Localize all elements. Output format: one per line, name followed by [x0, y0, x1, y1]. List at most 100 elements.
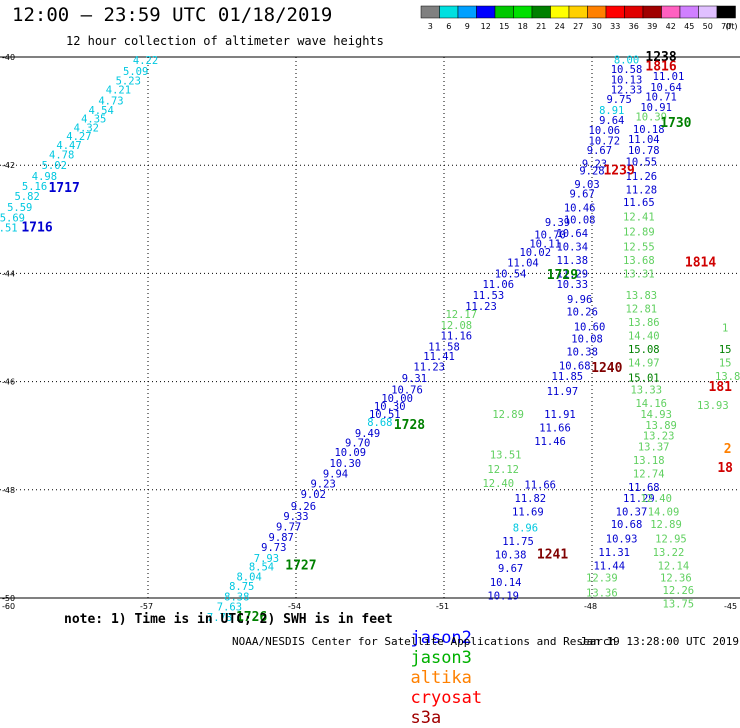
wave-height-label: 13.93 [697, 400, 729, 412]
wave-height-label: 9.64 [599, 115, 624, 127]
wave-height-label: 13.51 [490, 450, 522, 462]
wave-height-label: 10.78 [628, 145, 660, 157]
time-label: 1726 [236, 610, 267, 625]
wave-height-label: 10.54 [495, 268, 527, 280]
wave-height-label: 10.18 [633, 124, 665, 136]
lat-tick-label: -40 [2, 53, 15, 62]
wave-height-label: 13.89 [645, 420, 677, 432]
legend-tick-label: 12 [481, 22, 491, 31]
time-label: 1717 [48, 181, 79, 196]
time-label: 18 [717, 461, 733, 476]
wave-height-label: 9.31 [402, 373, 427, 385]
wave-height-label: 13.37 [638, 442, 670, 454]
satellite-altika: altika [410, 668, 472, 688]
legend-tick-label: 30 [592, 22, 602, 31]
wave-height-label: 10.30 [330, 458, 362, 470]
lat-lon-grid [0, 57, 740, 598]
legend-tick-label: 21 [536, 22, 546, 31]
legend-tick-label: 6 [446, 22, 451, 31]
lat-tick-label: -42 [2, 161, 15, 170]
wave-height-label: 7.78 [207, 612, 232, 624]
wave-height-label: 11.44 [593, 561, 625, 573]
page-subtitle: 12 hour collection of altimeter wave hei… [66, 34, 384, 48]
wave-height-label: 10.37 [616, 506, 648, 518]
wave-height-label: 10.08 [571, 333, 603, 345]
wave-height-label: 5.82 [14, 191, 39, 203]
wave-height-label: 14.16 [635, 398, 667, 410]
wave-height-label: 12.33 [611, 84, 643, 96]
lat-tick-label: -48 [2, 486, 15, 495]
legend-swatch [716, 5, 736, 19]
wave-height-label: 15 [719, 358, 732, 370]
wave-height-label: 12.55 [623, 241, 655, 253]
time-label: 1814 [685, 256, 716, 271]
wave-height-label: 12.36 [660, 572, 692, 584]
wave-height-label: 15 [719, 344, 732, 356]
wave-height-label: 8.91 [599, 105, 624, 117]
wave-height-label: 13.31 [623, 268, 655, 280]
wave-height-label: 10.34 [556, 241, 588, 253]
wave-height-label: 10.14 [490, 577, 522, 589]
time-label: 1238 [645, 50, 676, 65]
wave-height-label: 13.75 [663, 598, 695, 610]
wave-height-label: 14.40 [628, 331, 660, 343]
wave-height-label: 10.68 [559, 360, 591, 372]
legend-swatch [476, 5, 496, 19]
wave-height-label: 9.33 [283, 511, 308, 523]
time-label: 1729 [547, 268, 578, 283]
lon-tick-label: -54 [288, 602, 301, 611]
wave-height-label: 12.89 [623, 227, 655, 239]
legend-unit-label: (ft) [725, 22, 737, 31]
wave-height-label: 4.35 [81, 114, 106, 126]
satellite-s3a: s3a [410, 708, 442, 728]
wave-height-label: 11.06 [482, 279, 514, 291]
wave-height-label: 1 [722, 323, 728, 335]
wave-height-label: 10.38 [495, 550, 527, 562]
wave-height-label: 12.89 [492, 409, 524, 421]
wave-height-label: 9.96 [567, 294, 592, 306]
wave-height-label: 9.49 [355, 428, 380, 440]
wave-height-label: 11.97 [547, 386, 579, 398]
footer-note: note: 1) Time is in UTC; 2) SWH is in fe… [64, 612, 393, 627]
wave-height-label: 11.31 [598, 547, 630, 559]
legend-tick-label: 50 [703, 22, 713, 31]
wave-height-label: 11.75 [502, 536, 534, 548]
wave-height-label: 13.22 [653, 547, 685, 559]
wave-height-label: 9.77 [276, 522, 301, 534]
wave-height-label: 5.09 [123, 66, 148, 78]
legend-swatch [642, 5, 662, 19]
legend-swatch [457, 5, 477, 19]
wave-height-label: 12.39 [586, 572, 618, 584]
wave-height-label: 10.13 [611, 75, 643, 87]
wave-height-label: 9.87 [269, 532, 294, 544]
wave-height-label: 10.64 [556, 228, 588, 240]
wave-height-label: 8.04 [236, 571, 261, 583]
wave-height-label: 10.60 [574, 321, 606, 333]
wave-height-label: 11.23 [413, 361, 445, 373]
wave-height-map: 3 6 9 12 15 18 21 24 27 30 33 36 39 42 45 50 70(ft) -40-… [0, 5, 740, 625]
wave-height-label: 11.29 [623, 493, 655, 505]
legend-swatch [531, 5, 551, 19]
wave-height-label: 11.26 [626, 171, 658, 183]
wave-height-label: 13.18 [633, 455, 665, 467]
lat-tick-label: -50 [2, 594, 15, 603]
wave-height-label: 4.47 [56, 140, 81, 152]
legend-swatch [605, 5, 625, 19]
wave-height-label: 11.28 [626, 185, 658, 197]
time-label: 1730 [660, 116, 691, 131]
legend-tick-label: 45 [684, 22, 694, 31]
legend-swatch [550, 5, 570, 19]
wave-height-label: 11.66 [524, 479, 556, 491]
legend-tick-label: 15 [499, 22, 509, 31]
wave-height-label: 5.59 [7, 202, 32, 214]
wave-height-label: 7.63 [217, 602, 242, 614]
wave-height-label: 9.94 [323, 469, 348, 481]
legend-tick-label: 36 [629, 22, 639, 31]
lon-tick-label: -60 [2, 602, 15, 611]
time-label: 1239 [603, 164, 634, 179]
wave-height-label: 9.67 [569, 188, 594, 200]
legend-tick-label: 42 [666, 22, 676, 31]
wave-height-label: 10.09 [334, 447, 366, 459]
wave-height-label: 4.98 [32, 171, 57, 183]
legend-swatch [587, 5, 607, 19]
